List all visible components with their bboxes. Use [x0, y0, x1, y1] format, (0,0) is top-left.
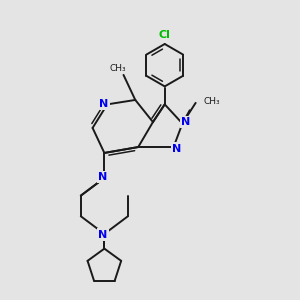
Text: N: N [172, 143, 182, 154]
Text: N: N [99, 99, 108, 109]
Text: N: N [98, 230, 107, 239]
Text: CH₃: CH₃ [110, 64, 127, 73]
Text: N: N [181, 117, 190, 127]
Text: Cl: Cl [159, 30, 171, 40]
Text: CH₃: CH₃ [204, 97, 220, 106]
Text: N: N [98, 172, 107, 182]
